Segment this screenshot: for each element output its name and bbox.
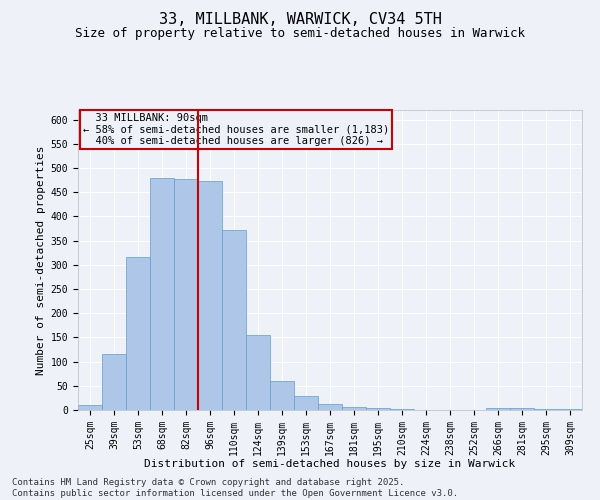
Bar [318, 404, 342, 410]
Bar [198, 181, 222, 410]
Bar [246, 335, 270, 410]
Bar [78, 405, 102, 410]
Bar [150, 178, 174, 410]
Bar [366, 408, 390, 410]
Bar [102, 354, 126, 410]
Bar [294, 396, 318, 410]
Y-axis label: Number of semi-detached properties: Number of semi-detached properties [37, 145, 46, 375]
Text: Contains HM Land Registry data © Crown copyright and database right 2025.
Contai: Contains HM Land Registry data © Crown c… [12, 478, 458, 498]
Bar [558, 409, 582, 410]
Bar [270, 381, 294, 410]
Bar [510, 408, 534, 410]
Bar [222, 230, 246, 410]
X-axis label: Distribution of semi-detached houses by size in Warwick: Distribution of semi-detached houses by … [145, 459, 515, 469]
Text: 33 MILLBANK: 90sqm
← 58% of semi-detached houses are smaller (1,183)
  40% of se: 33 MILLBANK: 90sqm ← 58% of semi-detache… [83, 113, 389, 146]
Text: Size of property relative to semi-detached houses in Warwick: Size of property relative to semi-detach… [75, 28, 525, 40]
Bar [126, 256, 150, 410]
Bar [390, 408, 414, 410]
Bar [174, 178, 198, 410]
Bar [342, 406, 366, 410]
Bar [486, 408, 510, 410]
Text: 33, MILLBANK, WARWICK, CV34 5TH: 33, MILLBANK, WARWICK, CV34 5TH [158, 12, 442, 28]
Bar [534, 409, 558, 410]
